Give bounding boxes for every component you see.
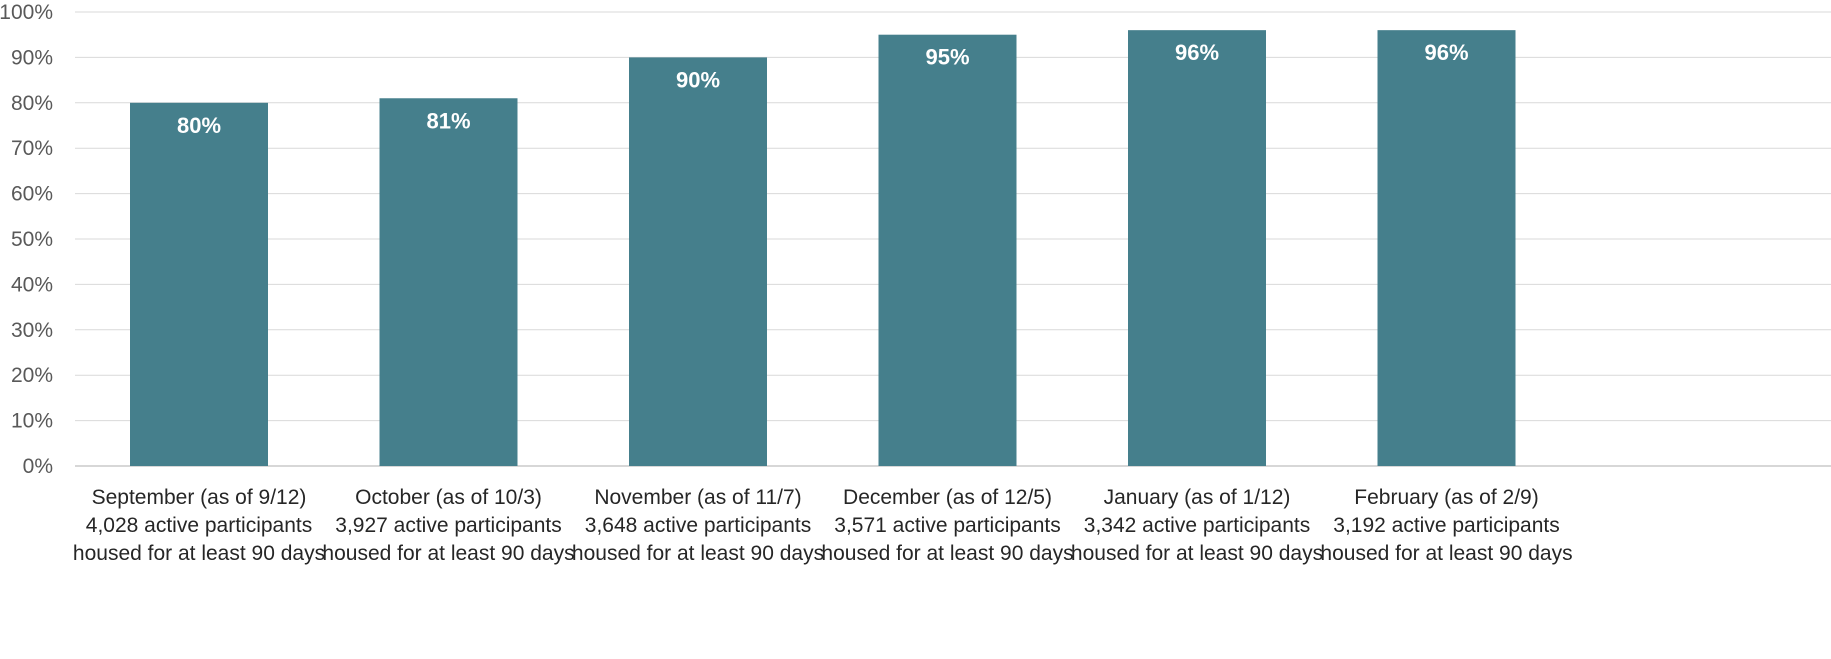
bar	[878, 34, 1017, 466]
y-tick-label: 60%	[11, 183, 53, 206]
y-tick-label: 20%	[11, 364, 53, 387]
y-tick-label: 30%	[11, 319, 53, 342]
y-tick-label: 70%	[11, 137, 53, 160]
y-tick-label: 90%	[11, 46, 53, 69]
bar	[1128, 30, 1266, 466]
x-tick-label: housed for at least 90 days	[1320, 542, 1572, 565]
y-tick-label: 10%	[11, 410, 53, 433]
y-tick-label: 0%	[23, 455, 53, 478]
x-tick-label: December (as of 12/5)	[843, 486, 1052, 509]
x-tick-label: housed for at least 90 days	[1071, 542, 1323, 565]
x-tick-label: 4,028 active participants	[86, 514, 312, 537]
x-tick-label: housed for at least 90 days	[572, 542, 824, 565]
y-tick-label: 80%	[11, 92, 53, 115]
x-tick-label: October (as of 10/3)	[355, 486, 542, 509]
y-tick-label: 40%	[11, 273, 53, 296]
x-tick-label: September (as of 9/12)	[92, 486, 307, 509]
data-label: 80%	[177, 113, 221, 138]
y-tick-label: 100%	[0, 1, 53, 24]
x-tick-label: 3,927 active participants	[335, 514, 561, 537]
y-tick-label: 50%	[11, 228, 53, 251]
x-tick-label: 3,648 active participants	[585, 514, 811, 537]
bar	[629, 57, 767, 467]
data-label: 96%	[1424, 40, 1468, 65]
data-label: 96%	[1175, 40, 1219, 65]
x-tick-label: February (as of 2/9)	[1354, 486, 1538, 509]
x-tick-label: 3,192 active participants	[1333, 514, 1559, 537]
x-tick-label: 3,342 active participants	[1084, 514, 1310, 537]
x-tick-label: housed for at least 90 days	[322, 542, 574, 565]
x-tick-label: housed for at least 90 days	[821, 542, 1073, 565]
data-label: 81%	[426, 108, 470, 133]
bar	[130, 102, 268, 467]
x-tick-label: housed for at least 90 days	[73, 542, 325, 565]
bar	[1377, 30, 1516, 466]
bar	[379, 98, 518, 466]
data-label: 90%	[676, 67, 720, 92]
x-tick-label: 3,571 active participants	[834, 514, 1060, 537]
x-tick-label: January (as of 1/12)	[1104, 486, 1291, 509]
data-label: 95%	[925, 45, 969, 70]
x-tick-label: November (as of 11/7)	[594, 486, 801, 509]
